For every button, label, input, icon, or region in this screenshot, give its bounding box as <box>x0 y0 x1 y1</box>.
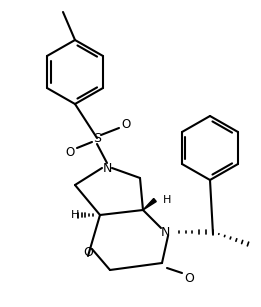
Polygon shape <box>143 198 156 210</box>
Text: H: H <box>71 210 79 220</box>
Text: O: O <box>184 271 194 285</box>
Text: O: O <box>65 146 75 158</box>
Text: H: H <box>163 195 171 205</box>
Text: O: O <box>83 246 93 258</box>
Text: N: N <box>160 226 170 239</box>
Text: S: S <box>93 131 101 145</box>
Text: O: O <box>121 118 130 130</box>
Text: N: N <box>102 161 112 174</box>
